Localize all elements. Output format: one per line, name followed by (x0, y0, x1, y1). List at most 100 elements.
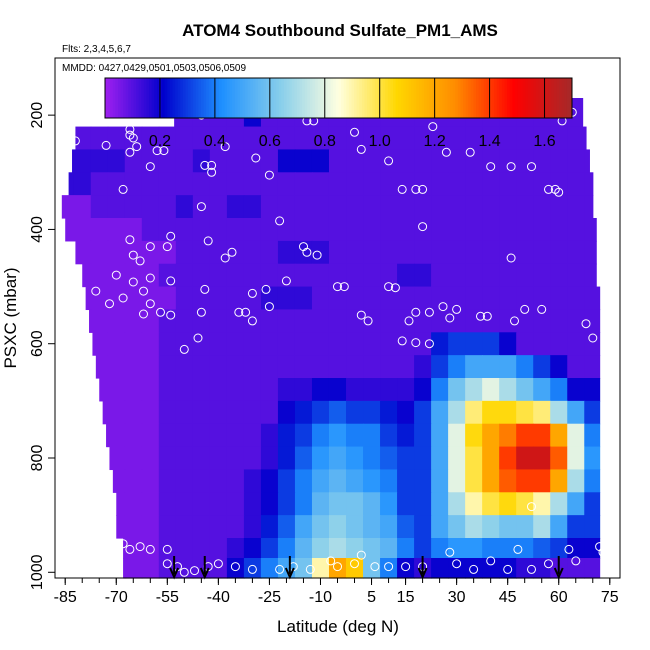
colorbar-segment (315, 78, 319, 118)
heatmap-cell (175, 195, 194, 219)
heatmap-cell (584, 446, 601, 471)
heatmap-cell (294, 446, 313, 471)
heatmap-cell (226, 538, 245, 559)
heatmap-cell (141, 538, 160, 559)
heatmap-cell (311, 195, 330, 219)
colorbar-segment (105, 78, 109, 118)
heatmap-cell (311, 515, 330, 539)
data-point (537, 304, 547, 314)
heatmap-cell (328, 332, 347, 356)
data-point (527, 564, 536, 574)
heatmap-cell (465, 172, 483, 196)
heatmap-cell (499, 469, 517, 493)
colorbar-segment (418, 78, 423, 118)
heatmap-cells (61, 98, 601, 579)
heatmap-cell (533, 400, 551, 425)
heatmap-cell (209, 423, 228, 448)
data-point (598, 247, 608, 257)
heatmap-cell (499, 149, 517, 173)
heatmap-cell (124, 240, 143, 265)
heatmap-cell (363, 195, 381, 219)
colorbar-segment (278, 78, 282, 118)
colorbar-segment (175, 78, 179, 118)
data-point (510, 316, 519, 326)
colorbar-segment (190, 78, 194, 118)
heatmap-cell (175, 172, 194, 196)
heatmap-cell (260, 195, 279, 219)
heatmap-cell (363, 378, 381, 402)
heatmap-cell (567, 195, 585, 219)
heatmap-cell (116, 492, 126, 516)
colorbar-segment (465, 78, 469, 118)
heatmap-cell (226, 378, 245, 402)
x-tick-label: -55 (156, 589, 179, 606)
colorbar-segment (193, 78, 197, 118)
colorbar-segment (180, 78, 184, 118)
heatmap-cell (175, 515, 194, 539)
colorbar-segment (252, 78, 256, 118)
heatmap-cell (465, 492, 483, 516)
heatmap-cell (550, 538, 568, 559)
colorbar-segment (286, 78, 290, 118)
heatmap-cell (465, 195, 483, 219)
colorbar-segment (320, 78, 324, 118)
data-point (118, 293, 128, 303)
heatmap-cell (124, 126, 143, 151)
colorbar-segment (460, 78, 464, 118)
arrow-markers (169, 556, 564, 580)
colorbar-segment (444, 78, 448, 118)
colorbar-segment (156, 78, 160, 118)
heatmap-cell (277, 423, 296, 448)
colorbar-segment (351, 78, 355, 118)
heatmap-cell (414, 309, 432, 333)
heatmap-cell (533, 492, 551, 516)
heatmap-cell (243, 309, 262, 333)
heatmap-cell (209, 309, 228, 333)
colorbar-segment (200, 78, 205, 118)
heatmap-cell (311, 400, 330, 425)
heatmap-cell (363, 332, 381, 356)
heatmap-cell (584, 400, 601, 425)
heatmap-cell (158, 355, 177, 379)
data-point (101, 140, 111, 150)
heatmap-cell (107, 423, 126, 448)
colorbar-segment (309, 78, 314, 118)
heatmap-cell (550, 378, 568, 402)
data-point (227, 247, 237, 257)
colorbar-segment (133, 78, 137, 118)
heatmap-cell (431, 515, 449, 539)
heatmap-cell (277, 332, 296, 356)
data-point (166, 231, 176, 241)
heatmap-cell (192, 378, 211, 402)
x-tick-label: 75 (601, 589, 619, 606)
heatmap-cell (363, 492, 381, 516)
heatmap-cell (260, 400, 279, 425)
data-point (571, 556, 581, 566)
colorbar-segment (229, 78, 233, 118)
heatmap-cell (107, 126, 126, 151)
colorbar-segment (400, 78, 404, 118)
heatmap-cell (550, 332, 568, 356)
chart-title: ATOM4 Southbound Sulfate_PM1_AMS (182, 21, 498, 40)
arrow-marker (553, 556, 564, 580)
x-tick-label: -70 (105, 589, 128, 606)
colorbar-segment (517, 78, 521, 118)
heatmap-cell (107, 332, 126, 356)
colorbar-segment (426, 78, 430, 118)
heatmap-cell (414, 263, 432, 288)
heatmap-cell (158, 332, 177, 356)
heatmap-cell (260, 355, 279, 379)
heatmap-cell (192, 286, 211, 311)
heatmap-cell (209, 515, 228, 539)
data-point (411, 184, 421, 194)
colorbar-segment (421, 78, 425, 118)
colorbar-segment (198, 78, 202, 118)
heatmap-cell (567, 240, 585, 265)
heatmap-cell (346, 172, 364, 196)
data-point (264, 302, 274, 312)
heatmap-cell (533, 286, 551, 311)
heatmap-cell (158, 286, 177, 311)
data-point (111, 270, 121, 280)
heatmap-cell (243, 286, 262, 311)
